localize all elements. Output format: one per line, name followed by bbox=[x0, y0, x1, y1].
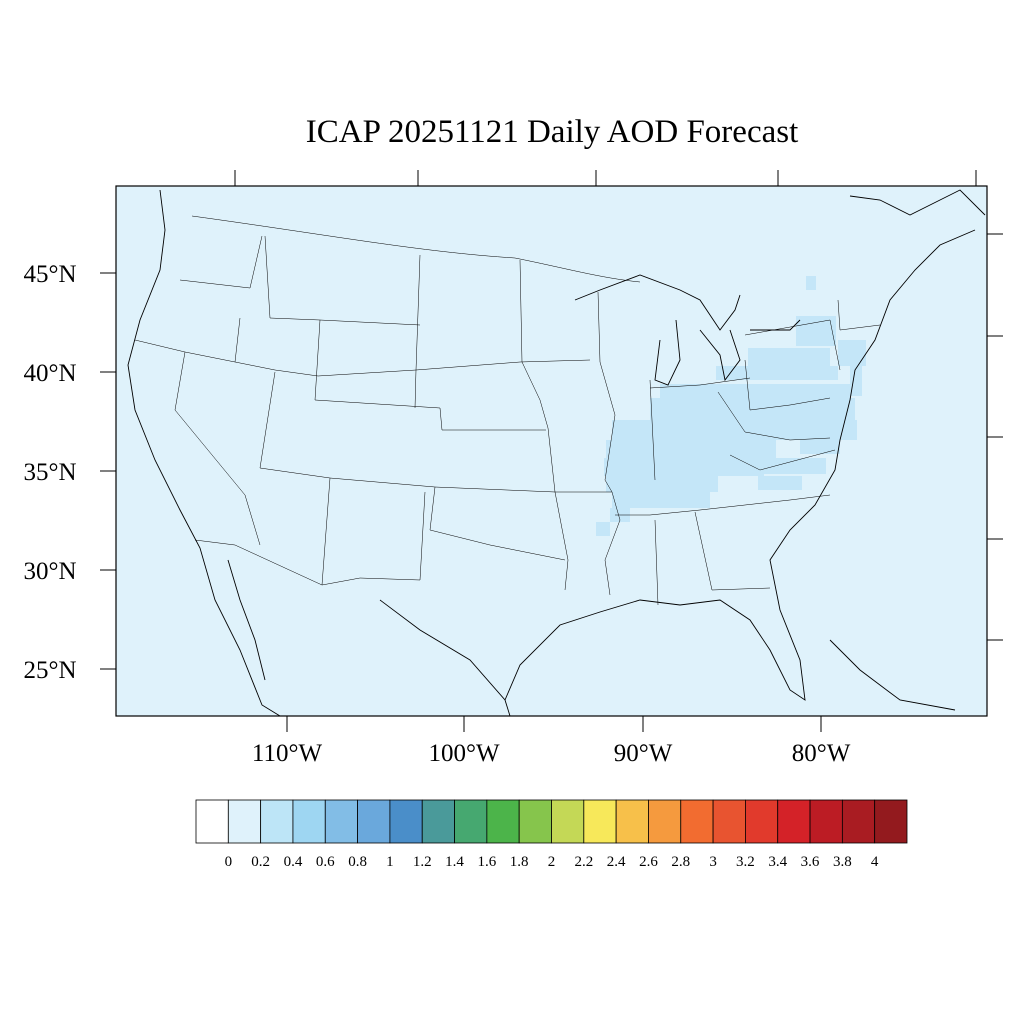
colorbar-swatch bbox=[680, 799, 714, 844]
colorbar-swatch bbox=[260, 799, 294, 844]
aod-cell bbox=[596, 522, 610, 536]
aod-elevated-cells bbox=[596, 276, 866, 536]
aod-cell bbox=[612, 492, 710, 508]
longitude-labels: 110°W 100°W 90°W 80°W bbox=[252, 740, 851, 767]
colorbar-label: 3.8 bbox=[833, 854, 852, 870]
aod-cell bbox=[660, 384, 850, 398]
map-background bbox=[116, 186, 987, 716]
colorbar-swatch bbox=[745, 799, 779, 844]
aod-cell bbox=[758, 476, 802, 490]
colorbar-label: 0.4 bbox=[284, 854, 303, 870]
coastlines bbox=[127, 189, 986, 717]
colorbar-swatch bbox=[389, 799, 423, 844]
colorbar-swatch bbox=[518, 799, 552, 844]
aod-cell bbox=[796, 316, 836, 346]
lat-label: 30°N bbox=[23, 558, 76, 585]
aod-cell bbox=[762, 458, 826, 474]
aod-cell bbox=[606, 440, 776, 458]
colorbar-label: 1.8 bbox=[510, 854, 529, 870]
aod-cell bbox=[850, 366, 862, 396]
colorbar-swatch bbox=[357, 799, 391, 844]
colorbar-label: 2.2 bbox=[574, 854, 593, 870]
colorbar-swatch bbox=[874, 799, 908, 844]
colorbar-swatch bbox=[777, 799, 811, 844]
lat-label: 35°N bbox=[23, 459, 76, 486]
colorbar-swatch bbox=[712, 799, 746, 844]
colorbar-label: 1.2 bbox=[413, 854, 432, 870]
colorbar-label: 1 bbox=[386, 854, 394, 870]
map-ticks bbox=[100, 170, 1003, 732]
colorbar-swatch bbox=[292, 799, 326, 844]
colorbar-label: 4 bbox=[871, 854, 879, 870]
lon-label: 110°W bbox=[252, 740, 323, 767]
colorbar-swatch bbox=[454, 799, 488, 844]
map-panel bbox=[116, 186, 987, 717]
colorbar-label: 1.4 bbox=[445, 854, 464, 870]
colorbar-swatch bbox=[809, 799, 843, 844]
aod-cell bbox=[748, 348, 830, 366]
colorbar-swatch bbox=[195, 799, 229, 844]
lon-label: 90°W bbox=[614, 740, 673, 767]
latitude-labels: 45°N 40°N 35°N 30°N 25°N bbox=[23, 261, 76, 684]
colorbar-label: 2.4 bbox=[607, 854, 626, 870]
colorbar-label: 1.6 bbox=[477, 854, 496, 870]
state-borders bbox=[134, 215, 881, 606]
colorbar-swatch bbox=[615, 799, 649, 844]
colorbar-swatch bbox=[583, 799, 617, 844]
map-title: ICAP 20251121 Daily AOD Forecast bbox=[306, 114, 799, 150]
colorbar-swatch bbox=[648, 799, 682, 844]
colorbar-swatch bbox=[421, 799, 455, 844]
colorbar-swatch bbox=[324, 799, 358, 844]
colorbar-label: 3.4 bbox=[768, 854, 787, 870]
colorbar-swatch bbox=[841, 799, 876, 844]
aod-cell bbox=[800, 440, 840, 454]
aod-cell bbox=[604, 458, 764, 476]
map-frame bbox=[115, 185, 988, 717]
aod-cell bbox=[612, 420, 857, 440]
colorbar: 0 0.2 0.4 0.6 0.8 1 1.2 1.4 1.6 1.8 2 2.2 2.4 2.6 2.8 3… bbox=[195, 799, 908, 870]
colorbar-label: 3.6 bbox=[801, 854, 820, 870]
colorbar-label: 0 bbox=[225, 854, 233, 870]
colorbar-label: 0.8 bbox=[348, 854, 367, 870]
colorbar-label: 3.2 bbox=[736, 854, 755, 870]
aod-cell bbox=[606, 476, 718, 492]
aod-cell bbox=[838, 340, 866, 366]
colorbar-swatch bbox=[551, 799, 585, 844]
colorbar-label: 3 bbox=[709, 854, 717, 870]
aod-cell bbox=[650, 398, 855, 420]
lon-label: 100°W bbox=[428, 740, 499, 767]
colorbar-label: 0.6 bbox=[316, 854, 335, 870]
colorbar-label: 0.2 bbox=[251, 854, 270, 870]
colorbar-swatch bbox=[486, 799, 520, 844]
lat-label: 25°N bbox=[23, 657, 76, 684]
lat-label: 45°N bbox=[23, 261, 76, 288]
colorbar-label: 2.6 bbox=[639, 854, 658, 870]
colorbar-label: 2.8 bbox=[671, 854, 690, 870]
colorbar-swatch bbox=[227, 799, 262, 844]
lat-label: 40°N bbox=[23, 360, 76, 387]
lon-label: 80°W bbox=[792, 740, 851, 767]
colorbar-label: 2 bbox=[548, 854, 556, 870]
aod-cell bbox=[806, 276, 816, 290]
